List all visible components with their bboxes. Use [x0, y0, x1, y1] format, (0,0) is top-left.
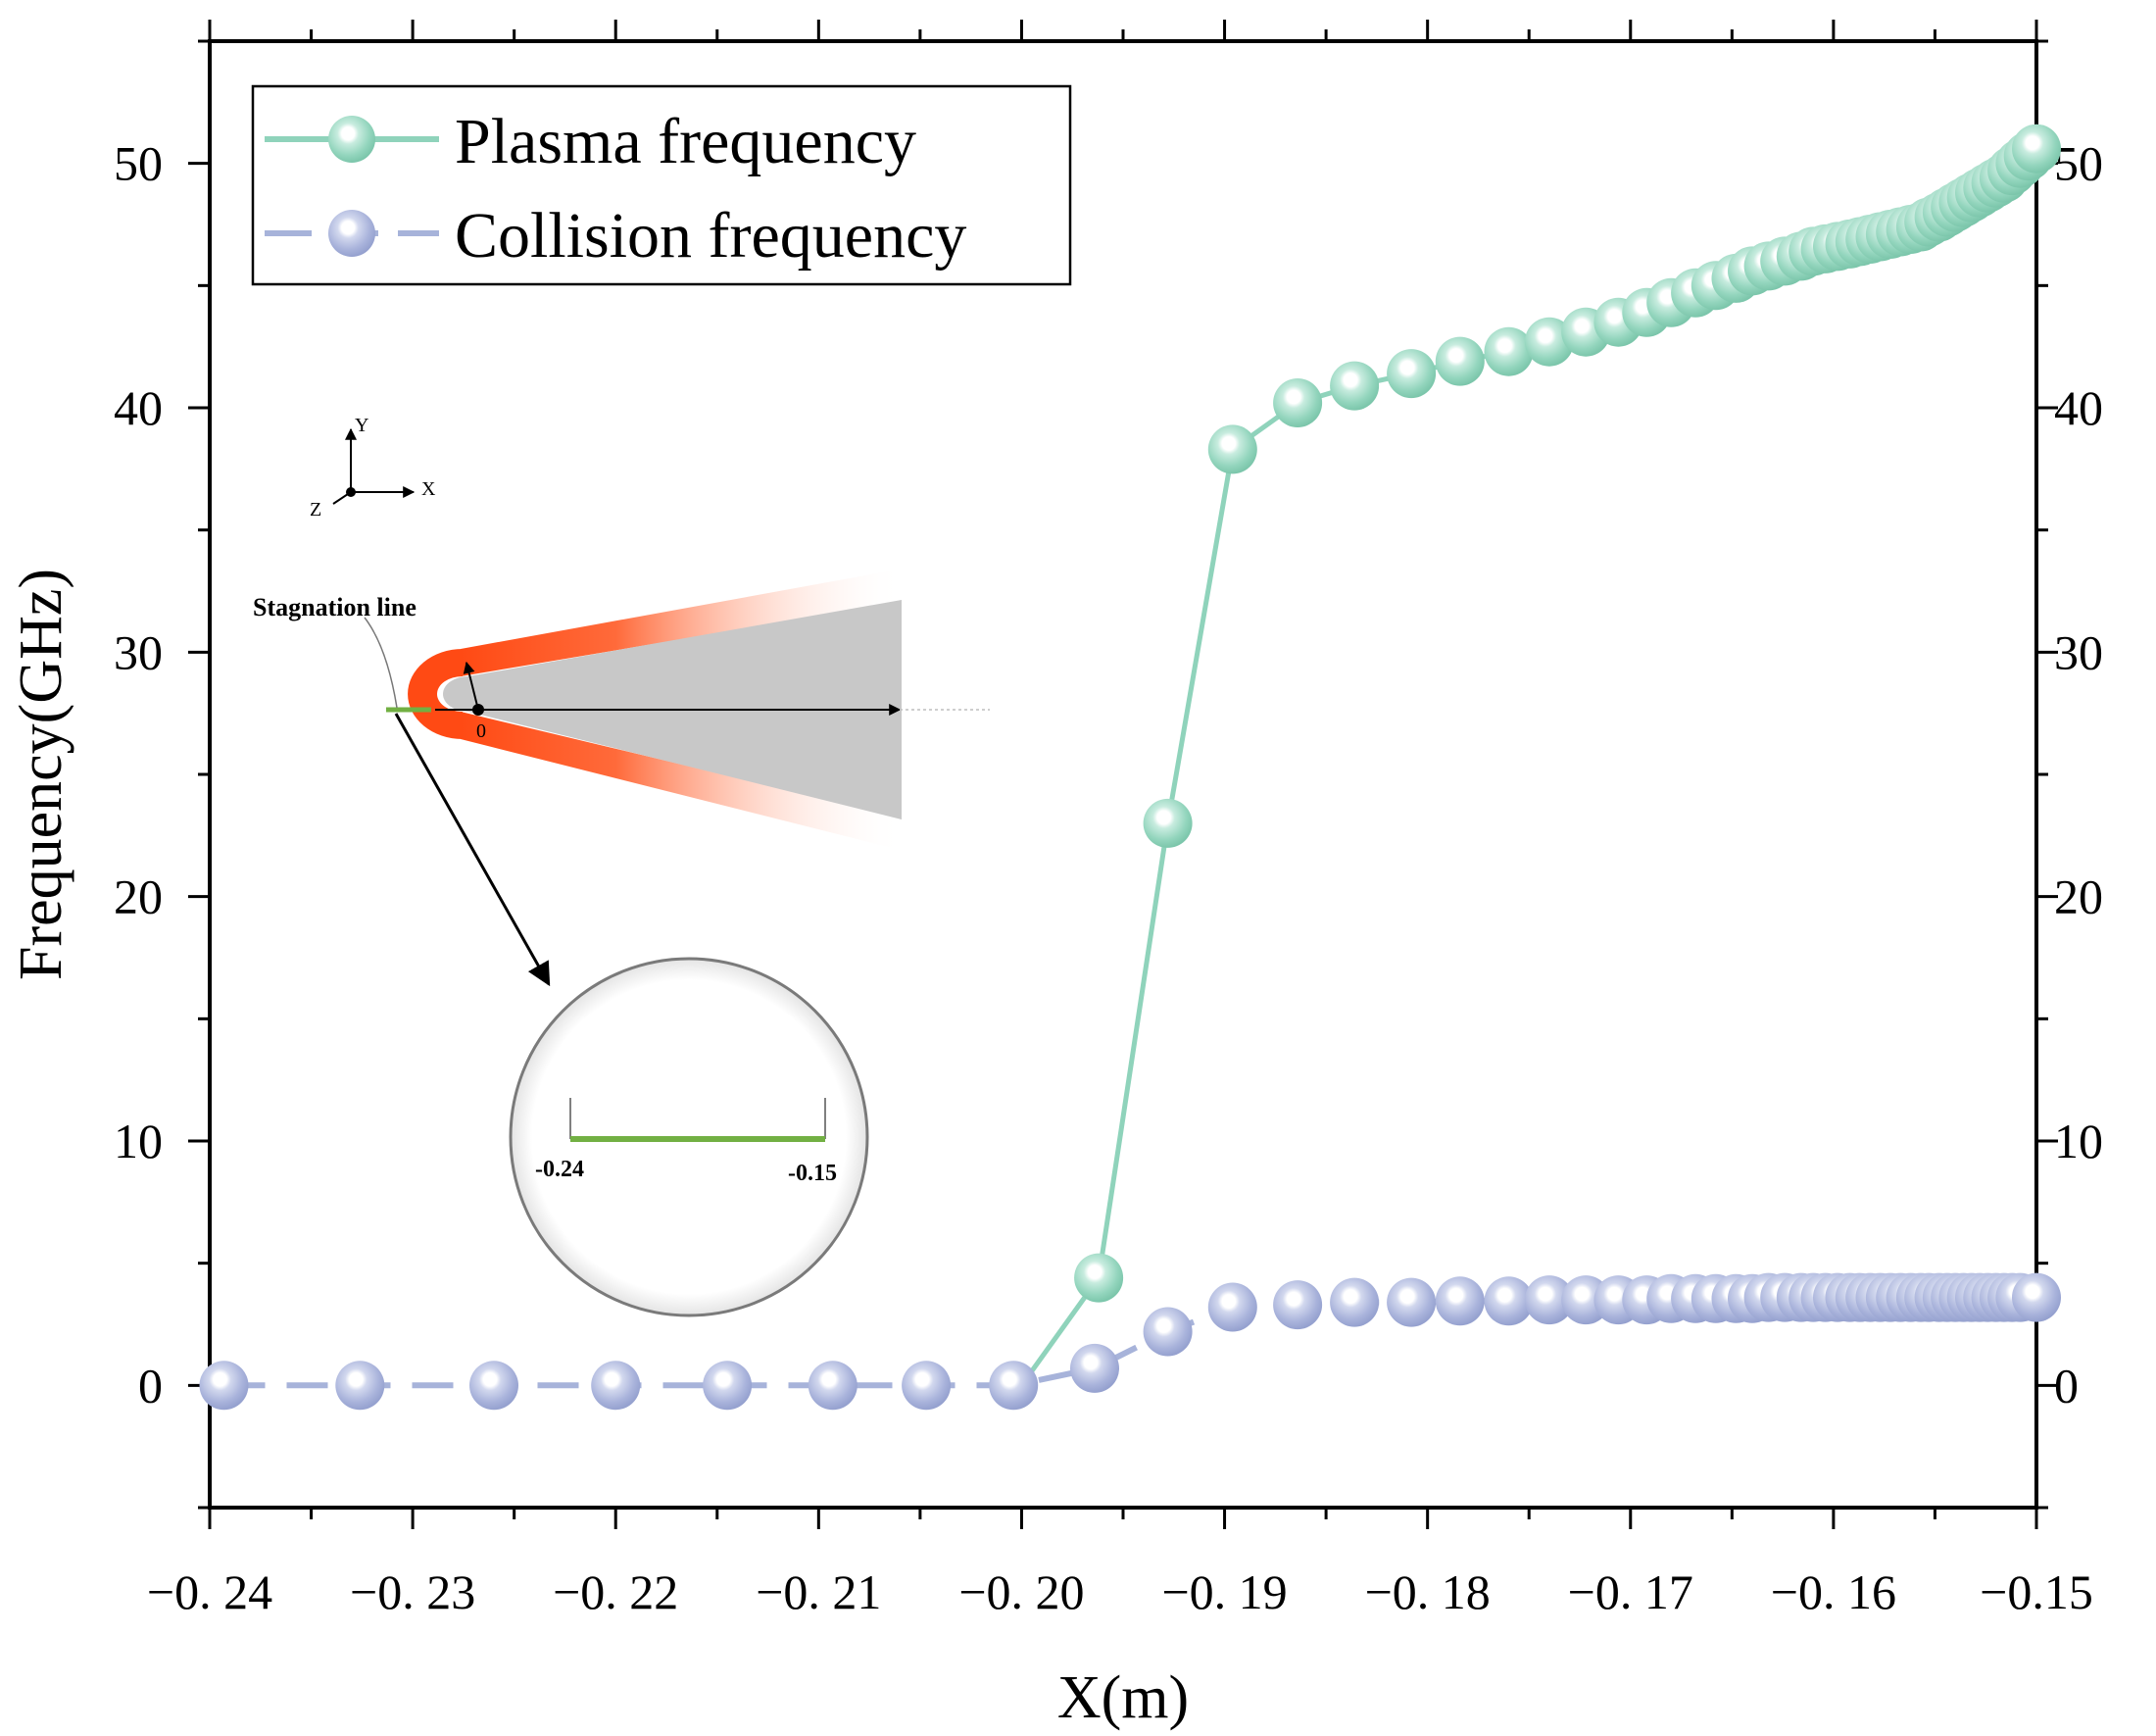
- tick-group: [188, 20, 2058, 1529]
- plasma-frequency-point: [1207, 424, 1257, 474]
- legend-marker-collision: [328, 210, 375, 257]
- plasma-frequency-markers: [1074, 124, 2061, 1303]
- collision-frequency-point: [1273, 1280, 1323, 1330]
- x-tick-label: −0. 17: [1568, 1564, 1693, 1619]
- plasma-frequency-point: [2012, 124, 2061, 174]
- collision-frequency-markers: [199, 1272, 2061, 1411]
- y-tick-label-right: 40: [2054, 380, 2103, 435]
- collision-frequency-point: [1330, 1277, 1380, 1327]
- y-tick-label-left: 0: [138, 1358, 163, 1413]
- y-tick-label-left: 50: [114, 136, 163, 191]
- collision-frequency-point: [335, 1361, 385, 1411]
- collision-frequency-point: [989, 1361, 1039, 1411]
- inset-x-label: X: [421, 478, 436, 500]
- collision-frequency-point: [1070, 1343, 1119, 1393]
- inset-zoom-lens: -0.24 -0.15: [509, 957, 869, 1317]
- legend-marker-plasma: [328, 116, 375, 163]
- shock-layer-nose: [408, 649, 463, 739]
- inset-cone-illustration: 0 Stagnation line: [253, 569, 990, 987]
- cone-origin-dot: [472, 704, 484, 716]
- collision-frequency-point: [808, 1361, 858, 1411]
- x-tick-label: −0. 23: [350, 1564, 475, 1619]
- plasma-frequency-point: [1074, 1253, 1124, 1303]
- nose-radius-arrow: [463, 661, 479, 711]
- y-tick-label-left: 20: [114, 869, 163, 924]
- y-tick-label-right: 10: [2054, 1114, 2103, 1168]
- y-tick-label-right: 20: [2054, 869, 2103, 924]
- collision-frequency-point: [1484, 1276, 1534, 1326]
- legend-box: [251, 84, 1072, 286]
- y-tick-label-right: 0: [2054, 1358, 2079, 1413]
- x-tick-label: −0. 24: [147, 1564, 272, 1619]
- x-tick-label: −0.15: [1980, 1564, 2093, 1619]
- plasma-frequency-point: [1143, 798, 1193, 848]
- x-tick-label: −0. 18: [1365, 1564, 1491, 1619]
- y-tick-labels-right: 0 10 20 30 40 50: [2054, 136, 2103, 1414]
- collision-frequency-point: [591, 1361, 641, 1411]
- plasma-frequency-point: [1435, 336, 1485, 386]
- zoom-right-label: -0.15: [788, 1161, 837, 1186]
- x-tick-label: −0. 21: [756, 1564, 881, 1619]
- stagnation-leader: [364, 617, 398, 709]
- plasma-frequency-point: [1330, 361, 1380, 411]
- collision-frequency-point: [469, 1361, 518, 1411]
- collision-frequency-point: [199, 1361, 249, 1411]
- shock-layer-upper: [461, 569, 904, 676]
- legend: Plasma frequency Collision frequency: [251, 84, 1072, 286]
- collision-frequency-line: [223, 1294, 2036, 1389]
- stagnation-label: Stagnation line: [253, 593, 416, 621]
- collision-frequency-point: [1207, 1282, 1257, 1332]
- inset-z-label: Z: [310, 499, 321, 521]
- cone-origin-label: 0: [476, 720, 486, 742]
- inset-axes-origin: [346, 487, 356, 497]
- y-tick-label-left: 40: [114, 380, 163, 435]
- x-tick-labels: −0. 24 −0. 23 −0. 22 −0. 21 −0. 20 −0. 19 −0. …: [147, 1564, 2093, 1619]
- collision-frequency-point: [1435, 1276, 1485, 1326]
- collision-frequency-point: [1143, 1307, 1193, 1357]
- collision-frequency-point: [1524, 1275, 1574, 1325]
- legend-label-plasma: Plasma frequency: [455, 106, 916, 177]
- collision-frequency-point: [2012, 1272, 2061, 1322]
- x-tick-label: −0. 20: [958, 1564, 1084, 1619]
- plasma-frequency-point: [1273, 378, 1323, 427]
- y-tick-label-left: 10: [114, 1114, 163, 1168]
- legend-label-collision: Collision frequency: [455, 200, 966, 272]
- inset-coordinate-axes: Y X Z: [310, 415, 436, 521]
- collision-frequency-point: [902, 1361, 952, 1411]
- shock-layer-lower: [461, 712, 904, 851]
- y-tick-labels-left: 0 10 20 30 40 50: [114, 136, 163, 1414]
- y-tick-label-right: 50: [2054, 136, 2103, 191]
- y-tick-label-left: 30: [114, 624, 163, 679]
- plasma-frequency-point: [1387, 349, 1437, 399]
- collision-frequency-point: [1387, 1277, 1437, 1327]
- zoom-left-label: -0.24: [535, 1157, 584, 1182]
- collision-frequency-point: [703, 1361, 753, 1411]
- x-tick-label: −0. 16: [1771, 1564, 1896, 1619]
- plasma-frequency-point: [1484, 326, 1534, 376]
- inset-y-label: Y: [355, 415, 368, 436]
- x-tick-label: −0. 22: [553, 1564, 678, 1619]
- y-axis-title: Frequency(GHz): [8, 569, 74, 980]
- x-tick-label: −0. 19: [1161, 1564, 1287, 1619]
- zoom-pointer-arrow: [394, 713, 551, 987]
- x-axis-title: X(m): [1057, 1664, 1189, 1731]
- y-tick-label-right: 30: [2054, 624, 2103, 679]
